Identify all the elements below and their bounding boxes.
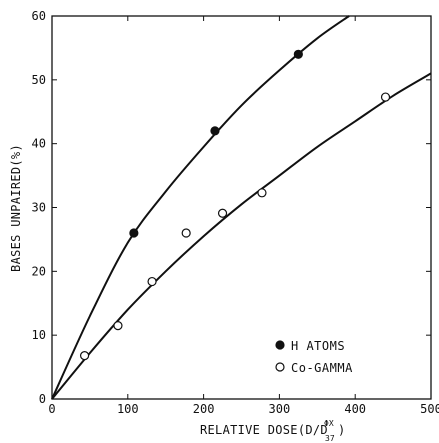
y-axis-label: BASES UNPAIRED(%) — [9, 144, 23, 272]
curve-co-gamma — [51, 72, 432, 400]
y-tick-label: 40 — [32, 137, 46, 151]
legend-label-h-atoms: H ATOMS — [291, 339, 345, 353]
y-tick-label: 50 — [32, 73, 46, 87]
y-tick-label: 60 — [32, 9, 46, 23]
x-axis-label-main: RELATIVE DOSE(D/D — [200, 423, 328, 437]
plot-frame — [51, 15, 432, 400]
x-axis-label-subscript: 37 — [325, 434, 335, 443]
x-tick-label: 100 — [117, 402, 139, 416]
legend-marker-h-atoms — [275, 340, 285, 350]
x-tick-label: 300 — [269, 402, 291, 416]
point-co-gamma — [181, 228, 191, 238]
point-co-gamma — [113, 320, 123, 331]
point-h-atoms — [293, 49, 303, 59]
point-co-gamma — [380, 92, 391, 102]
point-co-gamma — [79, 350, 90, 361]
plot-border — [51, 15, 432, 400]
point-co-gamma — [147, 276, 157, 287]
fit-curves — [51, 15, 432, 400]
point-h-atoms — [129, 228, 139, 238]
x-axis-label: RELATIVE DOSE(D/D ΦX 37 ) — [200, 419, 346, 443]
point-co-gamma — [257, 188, 267, 198]
curve-h-atoms — [51, 15, 350, 400]
legend-label-co-gamma: Co-GAMMA — [291, 361, 353, 375]
x-axis-label-close: ) — [338, 423, 346, 437]
axis-ticks: 0 100 200 300 400 500 0 10 20 30 40 50 60 — [32, 9, 439, 416]
legend-marker-co-gamma — [275, 362, 285, 372]
x-tick-label: 200 — [193, 402, 215, 416]
y-tick-label: 0 — [39, 392, 46, 406]
y-tick-label: 30 — [32, 201, 46, 215]
legend: H ATOMS Co-GAMMA — [275, 339, 353, 375]
y-tick-label: 20 — [32, 264, 46, 278]
y-tick-label: 10 — [32, 328, 46, 342]
point-co-gamma — [217, 208, 228, 218]
point-h-atoms — [210, 126, 220, 136]
x-axis-label-superscript: ΦX — [324, 419, 334, 428]
x-tick-label: 400 — [344, 402, 366, 416]
x-tick-label: 0 — [48, 402, 55, 416]
x-tick-label: 500 — [420, 402, 439, 416]
data-markers — [79, 49, 391, 361]
